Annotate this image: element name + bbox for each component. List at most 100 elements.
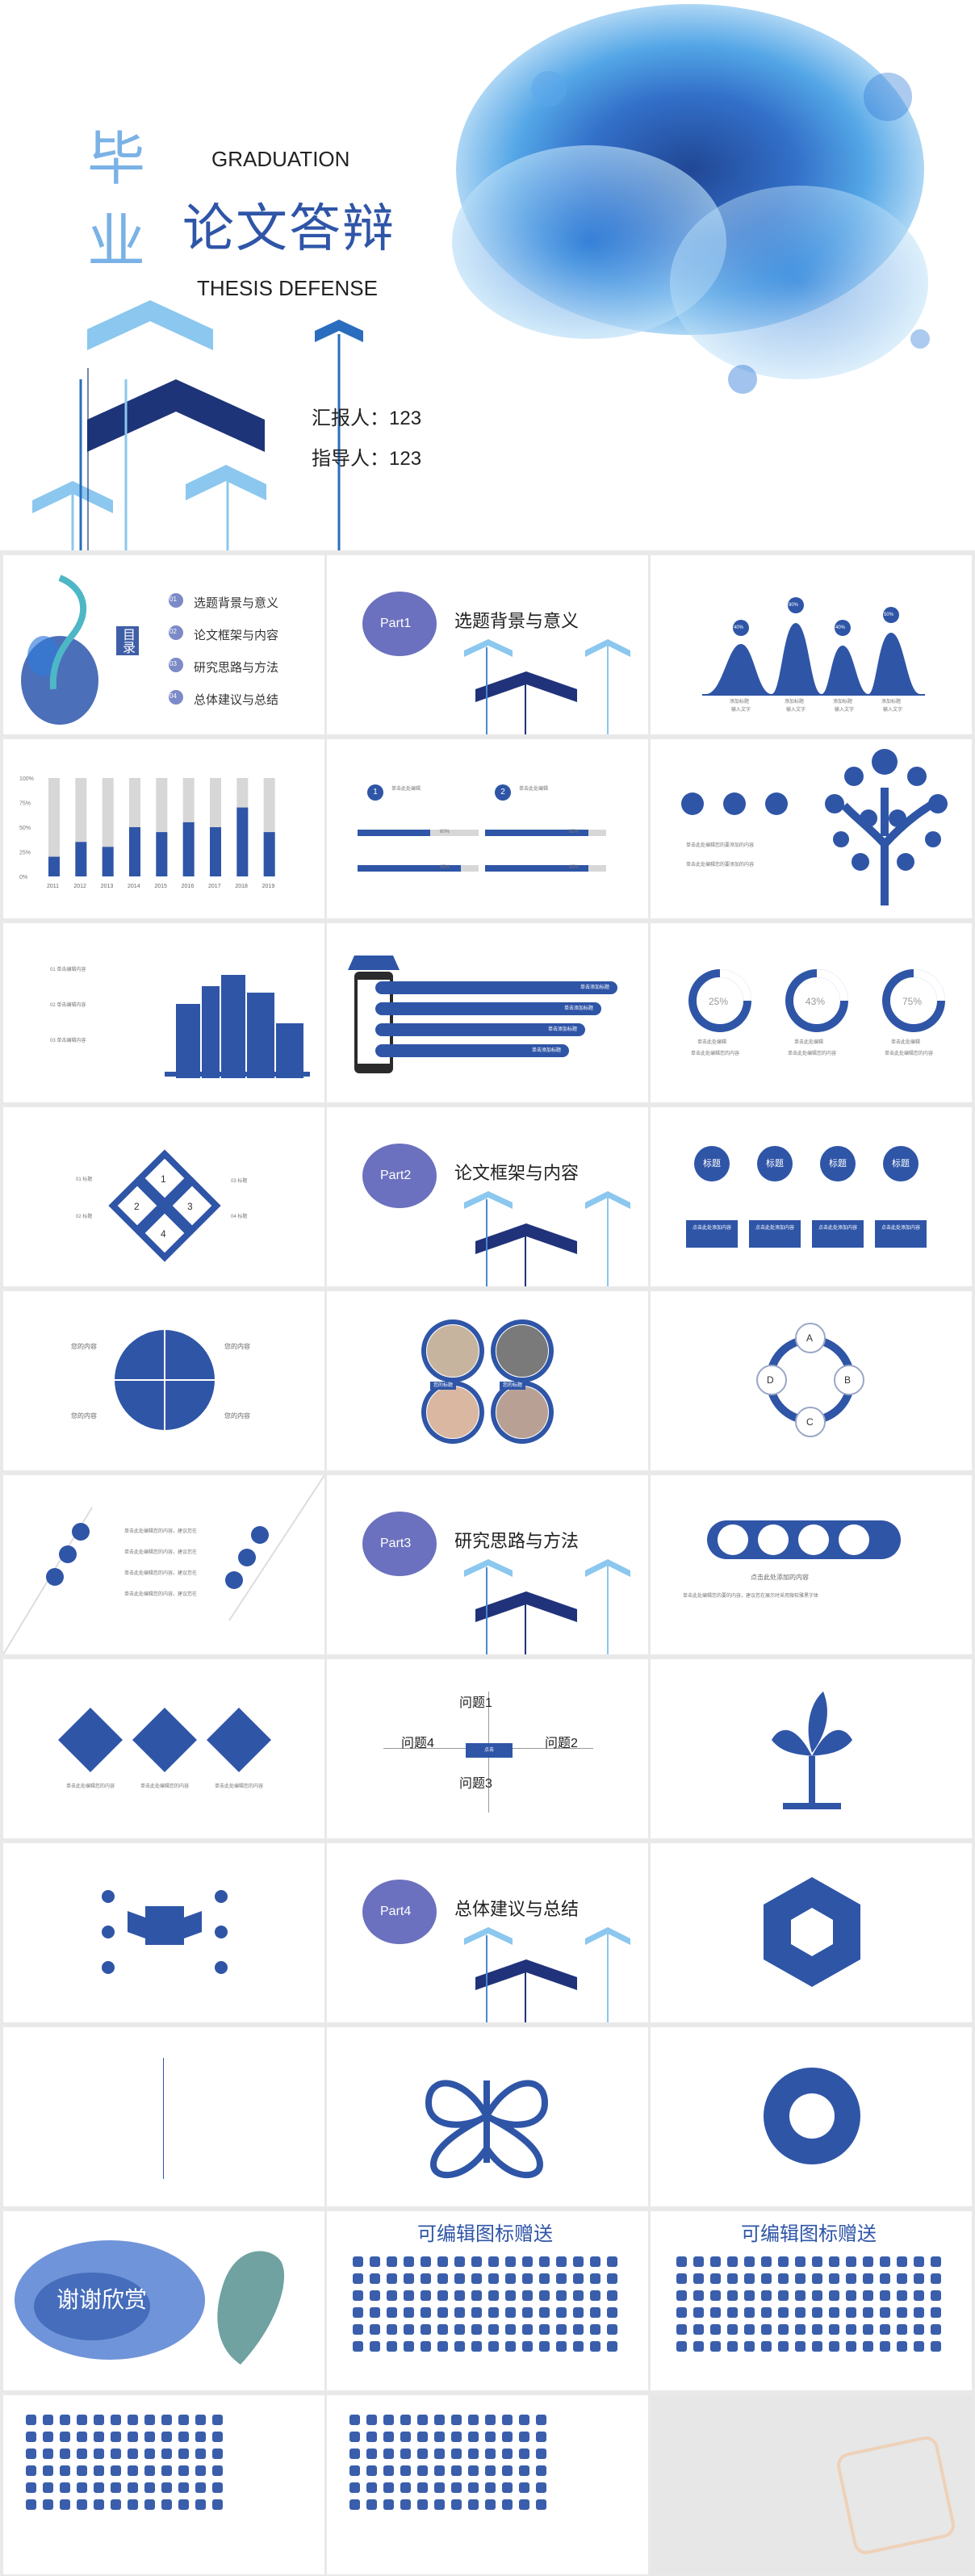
question-center[interactable]: 点击 — [466, 1743, 513, 1758]
shop-row-3[interactable]: 单击添加标题 — [375, 1023, 585, 1036]
generic-icon — [454, 2290, 465, 2301]
slide-bar-chart[interactable]: 100% 75% 50% 25% 0% 2011 2012 2013 2014 2015 2016 2… — [3, 739, 324, 918]
slide-diamonds3[interactable]: 单击此处编辑您的内容 单击此处编辑您的内容 单击此处编辑您的内容 — [3, 1659, 324, 1838]
slide-ring[interactable] — [651, 2027, 972, 2206]
slide-gift-4[interactable] — [327, 2395, 648, 2574]
flow-box-2: 点击此处添加内容 — [749, 1220, 801, 1248]
toc-item-3[interactable]: 研究思路与方法 — [194, 661, 279, 675]
generic-icon — [60, 2432, 70, 2442]
slide-hexagon[interactable] — [651, 1843, 972, 2022]
slide-part1[interactable]: Part1 选题背景与意义 — [327, 555, 648, 734]
generic-icon — [897, 2341, 907, 2352]
generic-icon — [812, 2290, 822, 2301]
mountain-label-4: 添加标题 — [881, 700, 902, 705]
slide-pie[interactable]: 您的内容 您的内容 您的内容 您的内容 — [3, 1291, 324, 1470]
generic-icon — [26, 2482, 36, 2493]
generic-icon — [421, 2307, 431, 2318]
bar-y-tick: 75% — [19, 801, 31, 807]
slide-butterfly[interactable] — [327, 2027, 648, 2206]
bar-mark — [156, 832, 168, 876]
generic-icon — [43, 2482, 53, 2493]
diamond-label-1: 01 标题 — [76, 1177, 93, 1182]
slide-toc[interactable]: 目录 01 02 03 04 选题背景与意义 论文框架与内容 研究思路与方法 总… — [3, 555, 324, 734]
slide-city[interactable]: 01 单击编辑内容 02 单击编辑内容 03 单击编辑内容 — [3, 923, 324, 1102]
generic-icon — [128, 2415, 138, 2425]
toc-item-4[interactable]: 总体建议与总结 — [194, 693, 279, 707]
flow-label-4: 标题 — [883, 1146, 919, 1181]
bar-mark — [263, 832, 275, 876]
slide-gift-2[interactable]: 可编辑图标赠送 — [651, 2211, 972, 2390]
diamonds3-label-3: 单击此处编辑您的内容 — [215, 1784, 264, 1789]
generic-icon — [519, 2448, 529, 2459]
pie-label-4: 您的内容 — [224, 1412, 250, 1420]
generic-icon — [556, 2290, 567, 2301]
shop-row-1[interactable]: 单击添加标题 — [375, 981, 617, 994]
generic-icon — [761, 2290, 772, 2301]
slide-check[interactable] — [3, 1843, 324, 2022]
flow-label-1: 标题 — [694, 1146, 730, 1181]
bar-mark — [102, 847, 114, 876]
bar-y-tick: 25% — [19, 851, 31, 856]
toc-item-2[interactable]: 论文框架与内容 — [194, 629, 279, 642]
shop-row-2[interactable]: 单击添加标题 — [375, 1002, 601, 1015]
generic-icon — [693, 2307, 704, 2318]
generic-icon — [590, 2324, 600, 2335]
cover-slide[interactable]: 毕 业 论文答辩 GRADUATION THESIS DEFENSE 汇报人：1… — [0, 0, 975, 550]
generic-icon — [353, 2290, 363, 2301]
slide-leaf[interactable] — [651, 1659, 972, 1838]
generic-icon — [178, 2432, 189, 2442]
bar-x-label: 2015 — [154, 884, 167, 889]
generic-icon — [556, 2307, 567, 2318]
gift-title-1: 可编辑图标赠送 — [417, 2223, 553, 2245]
shop-row-4-label: 单击添加标题 — [531, 1048, 561, 1053]
generic-icon — [488, 2256, 499, 2267]
part3-label: Part3 — [380, 1537, 412, 1550]
generic-icon — [471, 2290, 482, 2301]
generic-icon — [761, 2307, 772, 2318]
generic-icon — [400, 2415, 411, 2425]
generic-icon — [366, 2482, 377, 2493]
generic-icon — [468, 2432, 479, 2442]
generic-icon — [387, 2290, 397, 2301]
generic-icon — [744, 2341, 755, 2352]
generic-icon — [437, 2324, 448, 2335]
generic-icon — [77, 2482, 87, 2493]
generic-icon — [607, 2307, 617, 2318]
slide-photos[interactable]: 您的标题 您的标题 — [327, 1291, 648, 1470]
generic-icon — [727, 2290, 738, 2301]
slide-progress[interactable]: 1 2 单击此处编辑 单击此处编辑 60% 85% 85% 85% — [327, 739, 648, 918]
slide-part2[interactable]: Part2 论文框架与内容 — [327, 1107, 648, 1286]
generic-icon — [195, 2465, 206, 2476]
generic-icon — [111, 2465, 121, 2476]
city-item-3: 03 单击编辑内容 — [50, 1039, 86, 1043]
slide-part4[interactable]: Part4 总体建议与总结 — [327, 1843, 648, 2022]
generic-icon — [676, 2273, 687, 2284]
toc-item-1[interactable]: 选题背景与意义 — [194, 596, 279, 610]
generic-icon — [573, 2307, 584, 2318]
slide-questions[interactable]: 问题1 问题2 问题3 问题4 点击 — [327, 1659, 648, 1838]
slide-tree[interactable]: 单击此处编辑您的要添加的内容 单击此处编辑您的要添加的内容 — [651, 739, 972, 918]
generic-icon — [522, 2307, 533, 2318]
cover-advisor: 指导人：123 — [312, 442, 421, 470]
slide-gift-1[interactable]: 可编辑图标赠送 — [327, 2211, 648, 2390]
generic-icon — [111, 2432, 121, 2442]
slide-icons-row[interactable]: 点击此处添加的内容 单击此处编辑您的要的内容，建议您在展示时采用微软雅黑字体 — [651, 1475, 972, 1654]
slide-thanks[interactable]: 谢谢欣赏 — [3, 2211, 324, 2390]
slide-part3[interactable]: Part3 研究思路与方法 — [327, 1475, 648, 1654]
slide-dots[interactable]: 单击此处编辑您的内容，建议您在 单击此处编辑您的内容，建议您在 单击此处编辑您的… — [3, 1475, 324, 1654]
slide-mountain[interactable]: 40% 80% 40% 50% 添加标题 添加标题 添加标题 添加标题 输入文字… — [651, 555, 972, 734]
slide-flow[interactable]: 标题 标题 标题 标题 点击此处添加内容 点击此处添加内容 点击此处添加内容 点… — [651, 1107, 972, 1286]
bar-x-label: 2014 — [128, 884, 140, 889]
generic-icon — [795, 2307, 806, 2318]
cross-letter-c: C — [806, 1416, 814, 1428]
slide-timeline[interactable] — [3, 2027, 324, 2206]
generic-icon — [556, 2256, 567, 2267]
generic-icon — [349, 2415, 360, 2425]
slide-shop[interactable]: 单击添加标题 单击添加标题 单击添加标题 单击添加标题 — [327, 923, 648, 1102]
shop-row-4[interactable]: 单击添加标题 — [375, 1044, 569, 1057]
slide-diamond[interactable]: 1 2 3 4 01 标题 02 标题 03 标题 04 标题 — [3, 1107, 324, 1286]
slide-cross[interactable]: A B C D — [651, 1291, 972, 1470]
generic-icon — [812, 2256, 822, 2267]
slide-donuts[interactable]: 25% 43% 75% 单击此处编辑 单击此处编辑 单击此处编辑 单击此处编辑您… — [651, 923, 972, 1102]
slide-gift-3[interactable] — [3, 2395, 324, 2574]
